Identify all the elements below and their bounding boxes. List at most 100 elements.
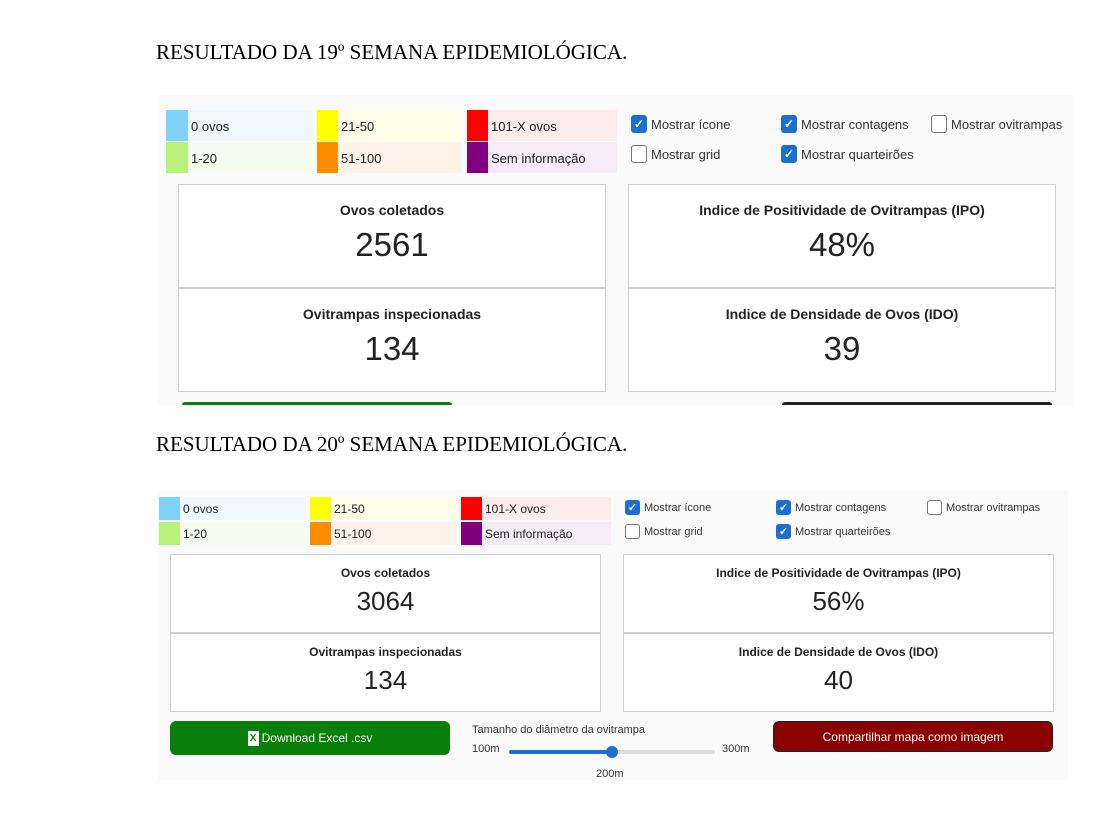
option-label: Mostrar quarteirões — [795, 525, 891, 538]
legend-swatch — [166, 142, 188, 173]
legend-label: 1-20 — [191, 151, 218, 166]
option-label: Mostrar grid — [644, 525, 703, 538]
option-mostrar-quarteiroes[interactable]: ✓ Mostrar quarteirões — [781, 145, 914, 163]
legend-swatch — [310, 522, 331, 545]
slider-value-label: 200m — [596, 768, 624, 780]
legend-label: 51-100 — [341, 151, 382, 166]
stat-title: Ovitrampas inspecionadas — [309, 645, 462, 659]
stat-title: Indice de Densidade de Ovos (IDO) — [725, 306, 959, 322]
legend-label: 1-20 — [183, 527, 208, 541]
option-mostrar-ovitrampas[interactable]: Mostrar ovitrampas — [927, 500, 1040, 515]
stat-value: 134 — [364, 330, 420, 367]
legend-item-51-100: 51-100 — [317, 142, 462, 173]
legend-swatch — [166, 110, 188, 141]
week19-heading: RESULTADO DA 19º SEMANA EPIDEMIOLÓGICA. — [156, 40, 628, 64]
stat-value: 40 — [824, 665, 853, 695]
stat-ovitrampas-inspecionadas: Ovitrampas inspecionadas 134 — [178, 288, 606, 392]
legend-label: Sem informação — [491, 151, 586, 166]
slider-thumb[interactable] — [606, 746, 618, 758]
option-label: Mostrar ovitrampas — [951, 116, 1063, 132]
legend-item-0-ovos: 0 ovos — [166, 110, 312, 141]
option-mostrar-grid[interactable]: Mostrar grid — [625, 524, 703, 539]
slider-max-label: 300m — [722, 743, 750, 755]
stat-value: 48% — [808, 226, 876, 263]
checkbox-checked-icon[interactable]: ✓ — [781, 145, 797, 163]
legend-label: 101-X ovos — [485, 502, 546, 516]
legend-label: 51-100 — [334, 527, 372, 541]
checkbox-unchecked-icon[interactable] — [631, 145, 647, 163]
legend-label: 0 ovos — [183, 502, 219, 516]
download-button-label: Download Excel .csv — [261, 731, 373, 745]
legend-label: 21-50 — [334, 502, 365, 516]
legend-item-51-100: 51-100 — [310, 522, 456, 545]
slider-min-label: 100m — [472, 743, 500, 755]
stat-title: Ovos coletados — [340, 566, 431, 580]
stat-ovitrampas-inspecionadas: Ovitrampas inspecionadas 134 — [170, 633, 601, 712]
checkbox-unchecked-icon[interactable] — [927, 500, 942, 515]
stat-title: Ovos coletados — [339, 202, 445, 218]
legend-item-21-50: 21-50 — [317, 110, 462, 141]
download-excel-button[interactable]: X Download Excel .csv — [170, 721, 450, 755]
excel-file-icon: X — [247, 730, 259, 746]
stat-ovos-coletados: Ovos coletados 3064 — [170, 554, 601, 633]
stat-title: Indice de Densidade de Ovos (IDO) — [738, 645, 939, 659]
option-mostrar-icone[interactable]: ✓ Mostrar ícone — [625, 500, 711, 515]
week20-panel: 0 ovos 1-20 21-50 51-100 101-X ovos Sem … — [158, 490, 1068, 780]
option-mostrar-contagens[interactable]: ✓ Mostrar contagens — [776, 500, 886, 515]
slider-title: Tamanho do diâmetro da ovitrampa — [472, 724, 646, 736]
option-label: Mostrar ícone — [644, 501, 712, 514]
stat-ovos-coletados: Ovos coletados 2561 — [178, 184, 606, 288]
stat-ipo: Indice de Positividade de Ovitrampas (IP… — [628, 184, 1056, 288]
option-label: Mostrar contagens — [795, 501, 887, 514]
legend-label: 101-X ovos — [491, 119, 557, 134]
stat-ipo: Indice de Positividade de Ovitrampas (IP… — [623, 554, 1054, 633]
stat-value: 3064 — [356, 586, 415, 616]
checkbox-checked-icon[interactable]: ✓ — [781, 115, 797, 133]
share-map-image-button[interactable]: Compartilhar mapa como imagem — [773, 721, 1053, 752]
option-mostrar-grid[interactable]: Mostrar grid — [631, 145, 720, 163]
checkbox-unchecked-icon[interactable] — [931, 115, 947, 133]
stat-ido: Indice de Densidade de Ovos (IDO) 39 — [628, 288, 1056, 392]
legend-item-21-50: 21-50 — [310, 497, 456, 520]
checkbox-unchecked-icon[interactable] — [625, 524, 640, 539]
week20-heading: RESULTADO DA 20º SEMANA EPIDEMIOLÓGICA. — [156, 432, 628, 456]
legend-item-sem-informacao: Sem informação — [461, 522, 611, 545]
week19-panel: 0 ovos 1-20 21-50 51-100 101-X ovos Sem … — [158, 95, 1073, 405]
checkbox-checked-icon[interactable]: ✓ — [776, 524, 791, 539]
download-button-edge — [182, 402, 452, 405]
option-mostrar-icone[interactable]: ✓ Mostrar ícone — [631, 115, 730, 133]
legend-item-1-20: 1-20 — [159, 522, 305, 545]
legend-item-sem-informacao: Sem informação — [467, 142, 617, 173]
option-label: Mostrar grid — [651, 146, 721, 162]
share-button-label: Compartilhar mapa como imagem — [822, 729, 1004, 744]
option-mostrar-contagens[interactable]: ✓ Mostrar contagens — [781, 115, 909, 133]
legend-swatch — [317, 110, 338, 141]
stat-title: Indice de Positividade de Ovitrampas (IP… — [699, 202, 985, 218]
legend-label: 0 ovos — [191, 119, 230, 134]
diameter-slider[interactable] — [509, 746, 715, 758]
option-mostrar-quarteiroes[interactable]: ✓ Mostrar quarteirões — [776, 524, 890, 539]
legend-item-101-x-ovos: 101-X ovos — [467, 110, 617, 141]
slider-fill — [509, 750, 612, 754]
option-mostrar-ovitrampas[interactable]: Mostrar ovitrampas — [931, 115, 1062, 133]
stat-title: Ovitrampas inspecionadas — [302, 306, 482, 322]
stat-ido: Indice de Densidade de Ovos (IDO) 40 — [623, 633, 1054, 712]
stat-value: 39 — [823, 330, 861, 367]
share-button-edge — [782, 402, 1052, 405]
legend-swatch — [310, 497, 331, 520]
legend-swatch — [159, 522, 180, 545]
legend-swatch — [159, 497, 180, 520]
stat-value: 134 — [363, 665, 408, 695]
checkbox-checked-icon[interactable]: ✓ — [631, 115, 647, 133]
checkbox-checked-icon[interactable]: ✓ — [625, 500, 640, 515]
checkbox-checked-icon[interactable]: ✓ — [776, 500, 791, 515]
option-label: Mostrar ovitrampas — [946, 501, 1041, 514]
legend-item-1-20: 1-20 — [166, 142, 312, 173]
stat-title: Indice de Positividade de Ovitrampas (IP… — [716, 566, 961, 580]
legend-swatch — [467, 142, 488, 173]
stat-value: 2561 — [355, 226, 429, 263]
option-label: Mostrar quarteirões — [801, 146, 914, 162]
legend-item-101-x-ovos: 101-X ovos — [461, 497, 611, 520]
legend-label: 21-50 — [341, 119, 375, 134]
legend-swatch — [317, 142, 338, 173]
